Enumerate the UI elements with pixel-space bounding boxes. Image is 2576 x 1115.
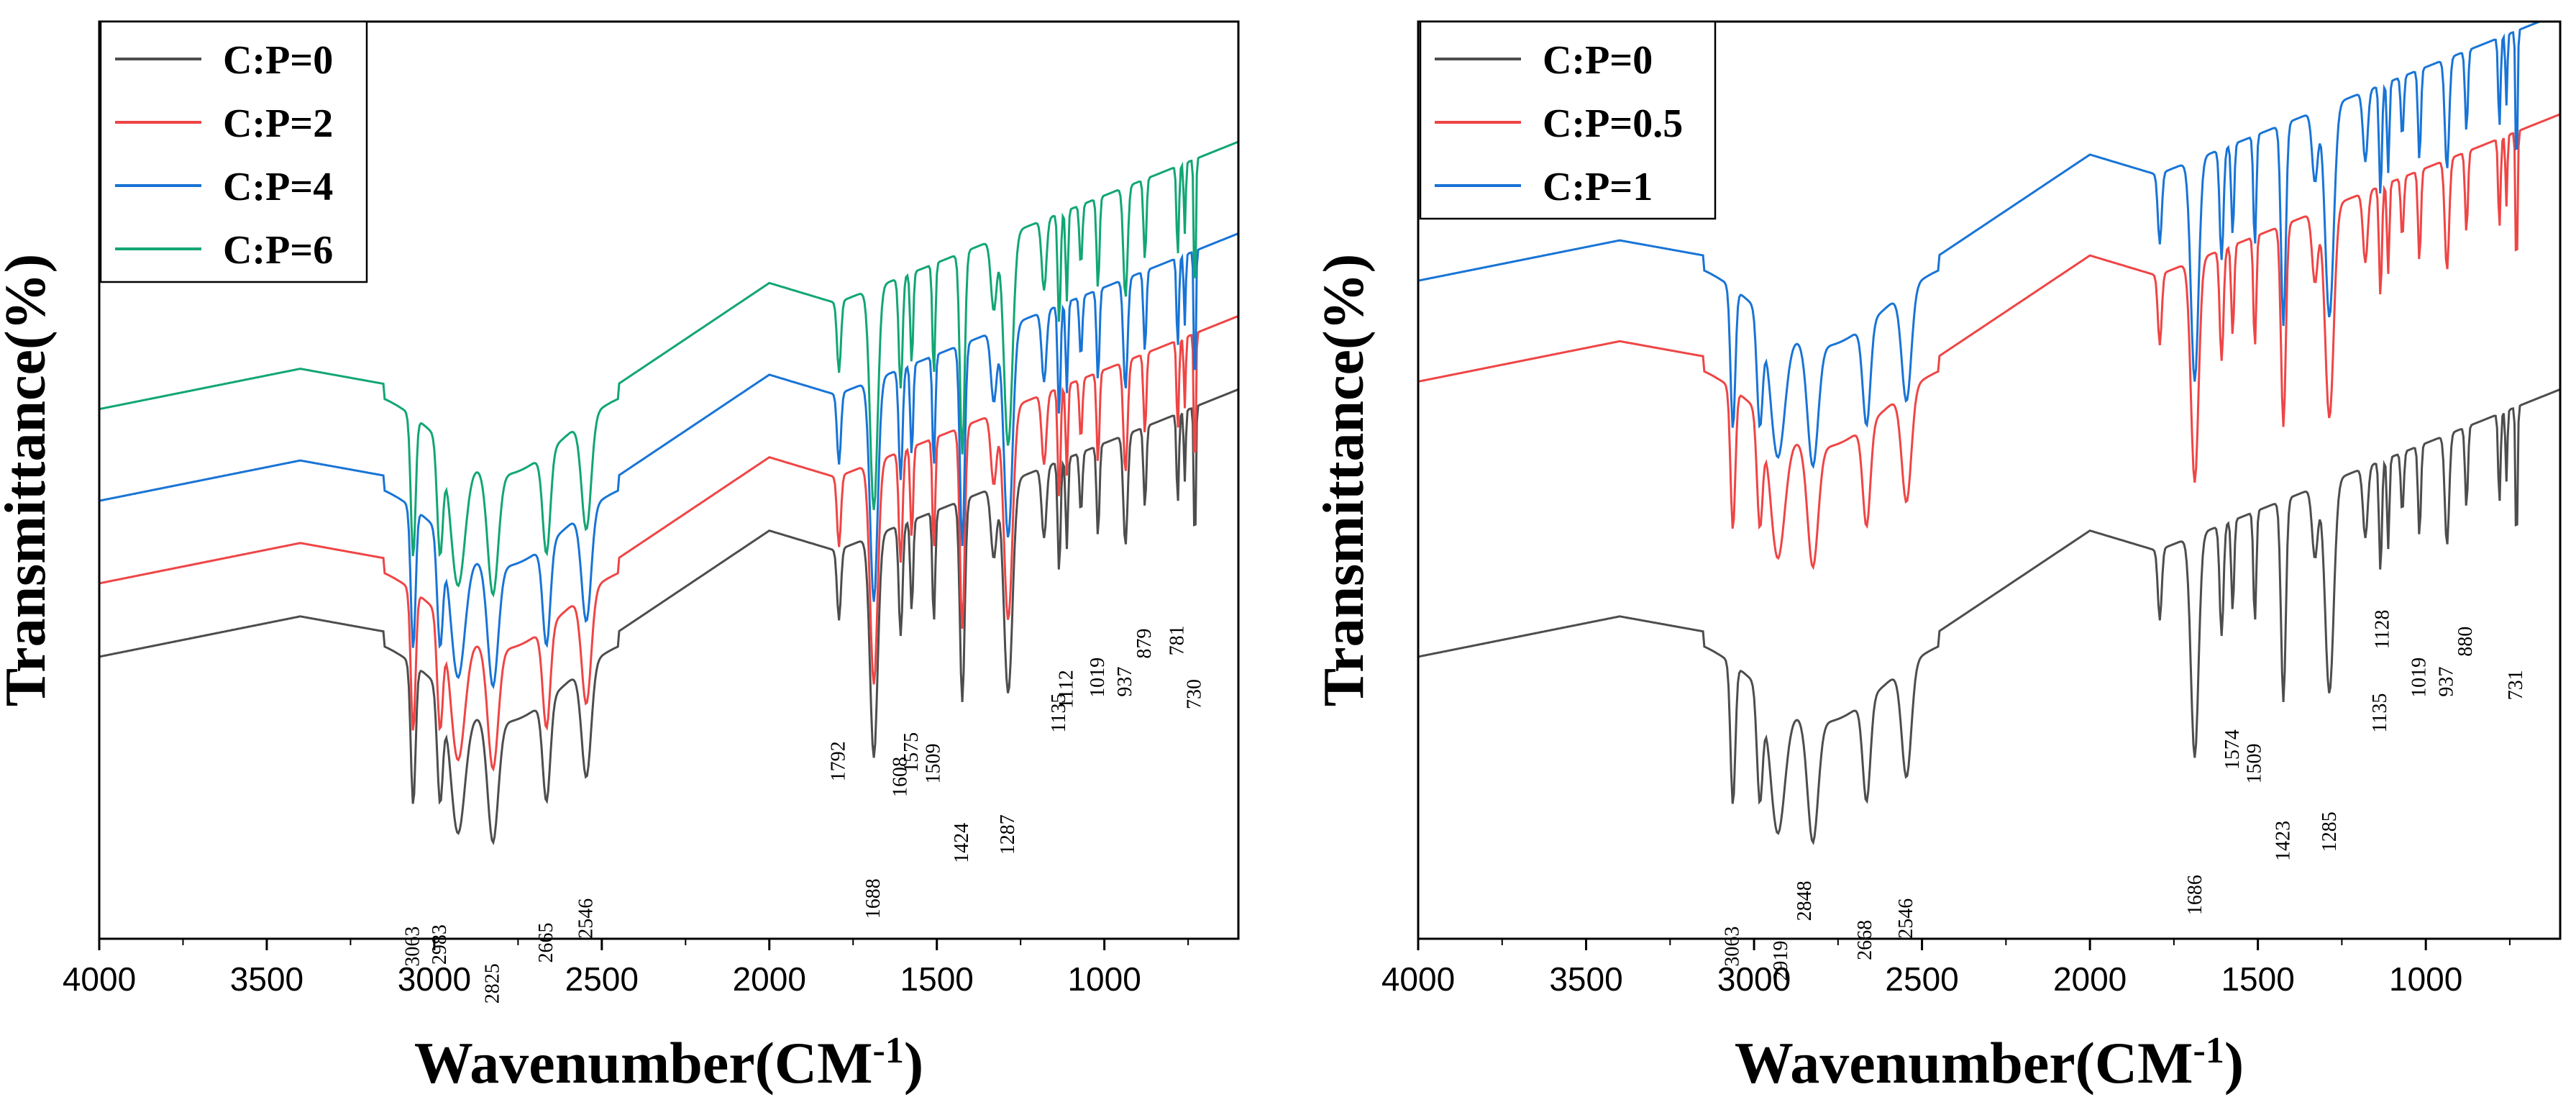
x-tick-label: 2000 <box>733 960 806 998</box>
x-tick-label: 1500 <box>2221 960 2294 998</box>
legend-entry: C:P=0 <box>1543 38 1653 83</box>
peak-label: 1574 <box>2221 729 2244 770</box>
series-line-1 <box>1418 388 2560 845</box>
peak-label: 1686 <box>2184 875 2206 915</box>
peak-label: 1128 <box>2371 610 2393 650</box>
peak-label: 2848 <box>1794 880 1816 921</box>
peak-label: 1424 <box>951 823 973 863</box>
x-tick-label: 3000 <box>398 960 471 998</box>
peak-label: 1019 <box>2408 657 2430 698</box>
peak-label: 1019 <box>1087 657 1109 698</box>
peak-label: 1135 <box>2369 693 2391 733</box>
chart-panel-1: 4000 3500 3000 2500 2000 1500 1000 Wavenumber(C… <box>0 20 1240 1096</box>
x-tick-label: 3500 <box>1549 960 1622 998</box>
peak-label: 2546 <box>575 898 597 939</box>
peak-label: 1135 <box>1048 693 1070 733</box>
legend-entry: C:P=1 <box>1543 165 1653 209</box>
peak-label: 2668 <box>1854 920 1876 960</box>
x-tick-label: 3500 <box>230 960 303 998</box>
peak-label: 1575 <box>900 732 923 773</box>
x-axis-label: Wavenumber(CM-1) <box>414 1030 923 1096</box>
legend-entry: C:P=0 <box>223 38 333 83</box>
series-line-3 <box>99 232 1238 690</box>
x-tick-label: 1000 <box>1067 960 1141 998</box>
legend-entry: C:P=6 <box>223 228 333 273</box>
peak-label: 1608 <box>889 757 911 797</box>
y-axis-label: Transmittance(%) <box>0 254 58 707</box>
peak-label: 1285 <box>2319 811 2341 852</box>
peak-label: 1287 <box>997 814 1019 855</box>
plot-frame <box>98 20 1240 940</box>
x-tick-label: 4000 <box>63 960 136 998</box>
series-line-2 <box>99 314 1238 772</box>
legend <box>99 20 368 283</box>
peak-label: 1792 <box>828 741 850 781</box>
peak-label: 1423 <box>2273 821 2295 861</box>
peak-label: 1509 <box>923 744 945 784</box>
y-axis-label: Transmittance(%) <box>1312 254 1376 707</box>
legend-entry: C:P=4 <box>223 165 333 209</box>
peak-label: 879 <box>1133 629 1156 659</box>
legend-entry: C:P=0.5 <box>1543 101 1683 146</box>
x-tick-label: 2000 <box>2053 960 2127 998</box>
series-line-2 <box>1418 113 2560 570</box>
peak-label: 1112 <box>1055 670 1077 709</box>
peak-label: 937 <box>1114 667 1136 697</box>
plot-frame <box>1417 20 2562 940</box>
peak-label: 731 <box>2505 670 2527 700</box>
x-tick-label: 4000 <box>1381 960 1455 998</box>
peak-label: 880 <box>2454 627 2477 657</box>
x-tick-label: 2500 <box>565 960 639 998</box>
series-line-4 <box>99 140 1238 598</box>
chart-panel-2: 4000 3500 3000 2500 2000 1500 1000 Wavenumber(C… <box>1312 20 2562 1096</box>
series-line-1 <box>99 388 1238 845</box>
x-tick-label: 1000 <box>2389 960 2462 998</box>
peak-label: 2825 <box>481 963 503 1004</box>
peak-label: 730 <box>1183 679 1205 709</box>
peak-label: 2665 <box>535 923 557 963</box>
peak-label: 1688 <box>862 878 885 919</box>
peak-label: 2983 <box>429 924 451 965</box>
peak-label: 2919 <box>1770 941 1792 981</box>
peak-label: 781 <box>1166 625 1189 655</box>
x-tick-label: 1500 <box>900 960 974 998</box>
peak-label: 1509 <box>2243 744 2265 784</box>
legend-entry: C:P=2 <box>223 101 333 146</box>
peak-label: 3063 <box>1722 927 1744 967</box>
peak-label: 3063 <box>402 927 424 967</box>
series-line-3 <box>1418 22 2543 470</box>
x-tick-label: 3000 <box>1717 960 1791 998</box>
peak-label: 937 <box>2436 667 2458 697</box>
x-tick-label: 2500 <box>1885 960 1958 998</box>
peak-label: 2546 <box>1895 898 1917 939</box>
x-axis-label: Wavenumber(CM-1) <box>1735 1030 2244 1096</box>
